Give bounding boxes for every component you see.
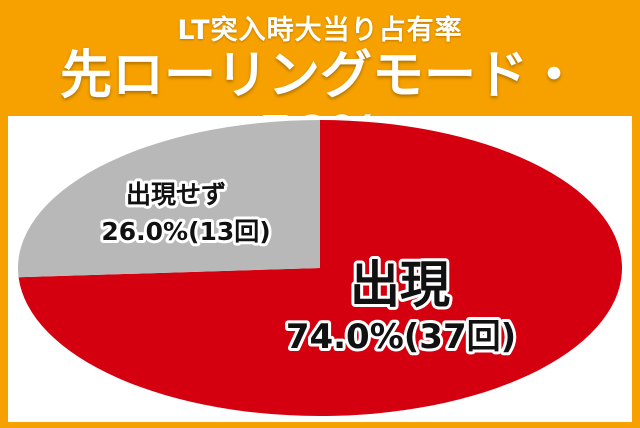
chart-panel: 出現せず 26.0%(13回) 出現 74.0%(37回)	[8, 116, 632, 422]
chart-subtitle: LT突入時大当り占有率	[177, 15, 463, 46]
slice-label-not-appear: 出現せず	[126, 180, 226, 209]
pie-chart: 出現せず 26.0%(13回) 出現 74.0%(37回)	[17, 120, 622, 416]
header: LT突入時大当り占有率 先ローリングモード・50%	[0, 0, 640, 166]
pie-slices	[17, 120, 622, 416]
slice-appear	[18, 120, 622, 416]
slice-value-not-appear: 26.0%(13回)	[101, 217, 270, 246]
slice-label-appear: 出現	[350, 256, 450, 314]
slice-not-appear	[17, 120, 320, 278]
slice-value-appear: 74.0%(37回)	[286, 317, 516, 357]
